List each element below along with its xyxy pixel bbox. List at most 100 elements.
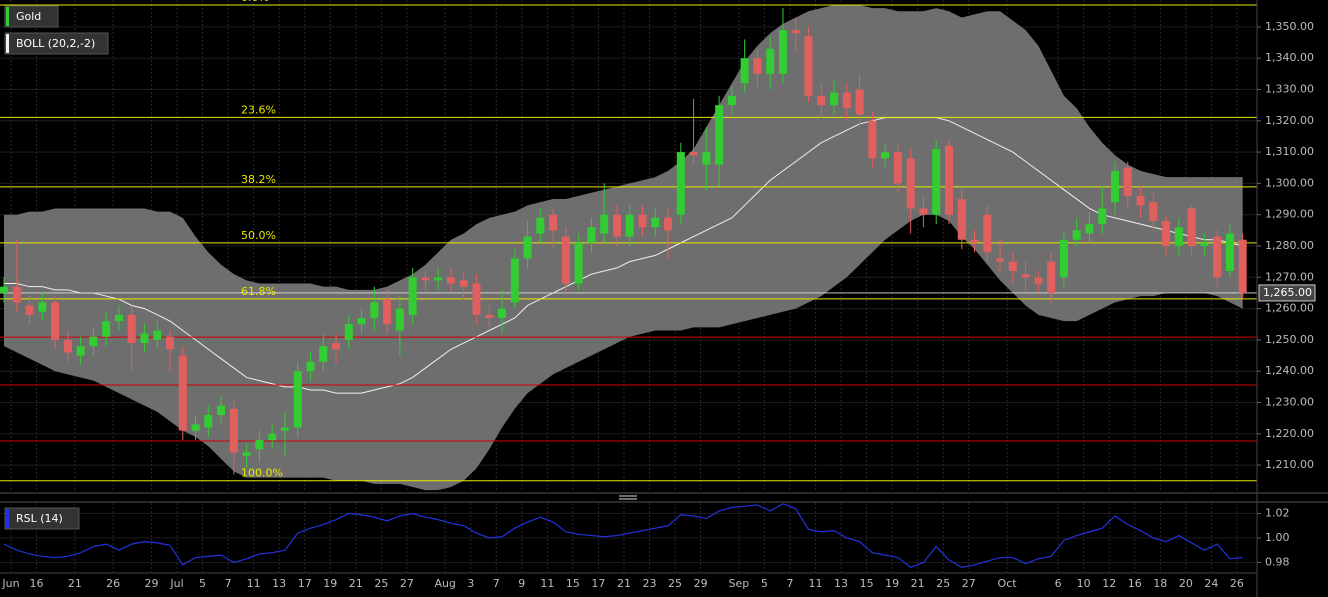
x-tick-label: 21 bbox=[911, 577, 925, 590]
candle-body bbox=[1059, 239, 1068, 278]
candle-body bbox=[293, 371, 302, 428]
candle-body bbox=[523, 236, 532, 259]
y-tick-label: 1,280.00 bbox=[1265, 239, 1314, 252]
candle-body bbox=[153, 330, 162, 340]
candle-body bbox=[25, 305, 34, 315]
x-tick-label: 21 bbox=[617, 577, 631, 590]
candle-body bbox=[395, 308, 404, 331]
candle-body bbox=[319, 346, 328, 362]
y-tick-label: 1,350.00 bbox=[1265, 20, 1314, 33]
x-tick-label: Jul bbox=[169, 577, 183, 590]
candle-body bbox=[1149, 202, 1158, 221]
x-tick-label: 29 bbox=[694, 577, 708, 590]
legend-label: Gold bbox=[16, 10, 41, 23]
x-tick-label: 27 bbox=[962, 577, 976, 590]
x-tick-label: 15 bbox=[860, 577, 874, 590]
x-tick-label: 12 bbox=[1102, 577, 1116, 590]
x-tick-label: 20 bbox=[1179, 577, 1193, 590]
x-tick-label: 19 bbox=[885, 577, 899, 590]
y-tick-label: 1,260.00 bbox=[1265, 302, 1314, 315]
candle-body bbox=[587, 227, 596, 243]
legend-box bbox=[4, 32, 109, 55]
x-tick-label: Oct bbox=[998, 577, 1018, 590]
candle-body bbox=[421, 277, 430, 281]
candle-body bbox=[127, 314, 136, 344]
y-tick-label: 1,270.00 bbox=[1265, 270, 1314, 283]
candle-body bbox=[1213, 236, 1222, 278]
candle-body bbox=[89, 336, 98, 347]
rsl-line bbox=[3, 503, 1243, 569]
legend-item[interactable]: BOLL (20,2,-2) bbox=[4, 32, 109, 55]
y-tick-label: 1,240.00 bbox=[1265, 364, 1314, 377]
candle-body bbox=[944, 145, 953, 215]
legend-swatch bbox=[6, 7, 9, 26]
candle-body bbox=[332, 343, 341, 350]
candle-body bbox=[1110, 170, 1119, 203]
x-tick-label: 26 bbox=[1230, 577, 1244, 590]
candle-body bbox=[1098, 208, 1107, 225]
x-tick-label: 17 bbox=[298, 577, 312, 590]
price-panel: 0.0% 23.6% 38.2% 50.0% 61.8% 100.0% bbox=[0, 0, 1257, 492]
candle-body bbox=[140, 333, 149, 344]
x-tick-label: 6 bbox=[1055, 577, 1062, 590]
candle-body bbox=[868, 120, 877, 159]
y-tick-label: 1.02 bbox=[1265, 507, 1290, 520]
x-tick-label: 23 bbox=[643, 577, 657, 590]
last-price-tag bbox=[1258, 284, 1316, 302]
candle-body bbox=[370, 302, 379, 318]
x-tick-label: 18 bbox=[1153, 577, 1167, 590]
x-tick-label: 25 bbox=[668, 577, 682, 590]
legend-box bbox=[4, 507, 80, 530]
candle-body bbox=[1047, 261, 1056, 293]
candle-body bbox=[689, 152, 698, 156]
x-tick-label: 3 bbox=[467, 577, 474, 590]
candle-body bbox=[102, 321, 111, 337]
candle-body bbox=[1123, 167, 1132, 196]
resize-handle[interactable] bbox=[619, 495, 637, 500]
x-tick-label: 13 bbox=[272, 577, 286, 590]
candle-body bbox=[229, 408, 238, 453]
candle-body bbox=[383, 299, 392, 325]
x-tick-label: 9 bbox=[518, 577, 525, 590]
candle-body bbox=[625, 214, 634, 237]
candle-body bbox=[12, 286, 21, 303]
candle-body bbox=[1034, 277, 1043, 284]
candle-body bbox=[191, 424, 200, 431]
candle-body bbox=[242, 452, 251, 456]
x-tick-label: 21 bbox=[349, 577, 363, 590]
legend-item[interactable]: RSL (14) bbox=[4, 507, 80, 530]
x-tick-label: 29 bbox=[144, 577, 158, 590]
x-tick-label: 5 bbox=[199, 577, 206, 590]
candle-body bbox=[919, 208, 928, 215]
candle-body bbox=[574, 242, 583, 284]
candle-body bbox=[881, 152, 890, 159]
candle-body bbox=[485, 314, 494, 318]
candle-body bbox=[830, 92, 839, 106]
candle-body bbox=[1085, 224, 1094, 234]
candle-body bbox=[740, 58, 749, 84]
candle-body bbox=[459, 280, 468, 287]
candle-body bbox=[434, 277, 443, 281]
candle-body bbox=[612, 214, 621, 237]
candle-body bbox=[727, 95, 736, 106]
x-tick-label: 25 bbox=[936, 577, 950, 590]
x-tick-label: 11 bbox=[247, 577, 261, 590]
legend-item[interactable]: Gold bbox=[4, 5, 59, 28]
candle-body bbox=[204, 415, 213, 428]
candle-body bbox=[766, 48, 775, 74]
candle-body bbox=[1162, 220, 1171, 246]
fib-label: 50.0% bbox=[241, 229, 276, 242]
candle-body bbox=[842, 92, 851, 109]
y-tick-label: 1,220.00 bbox=[1265, 427, 1314, 440]
candle-body bbox=[791, 30, 800, 34]
candle-body bbox=[498, 308, 507, 318]
y-tick-label: 1,230.00 bbox=[1265, 395, 1314, 408]
candle-body bbox=[561, 236, 570, 284]
x-tick-label: 11 bbox=[809, 577, 823, 590]
y-tick-label: 1,290.00 bbox=[1265, 208, 1314, 221]
x-tick-label: Jun bbox=[1, 577, 19, 590]
y-tick-label: 1,300.00 bbox=[1265, 176, 1314, 189]
fib-label: 100.0% bbox=[241, 467, 283, 480]
candle-body bbox=[817, 95, 826, 106]
